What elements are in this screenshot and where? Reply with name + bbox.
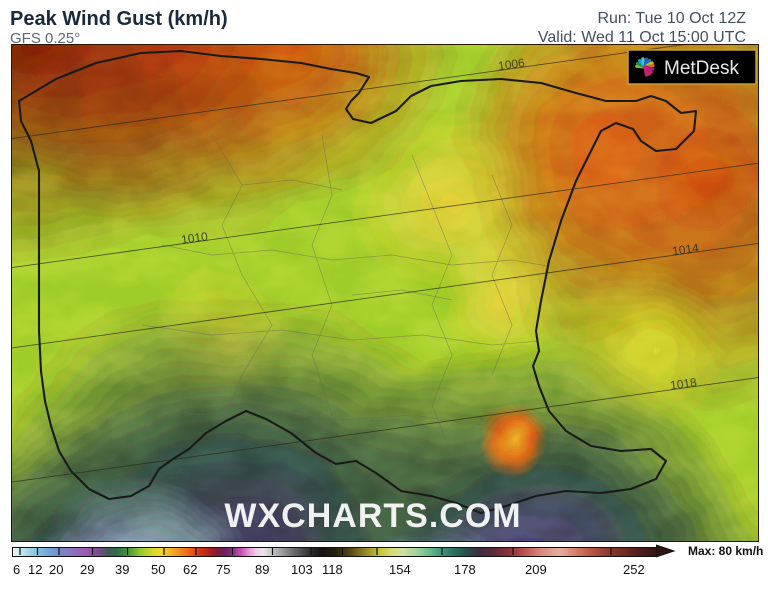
svg-text:MetDesk: MetDesk [664,58,739,79]
